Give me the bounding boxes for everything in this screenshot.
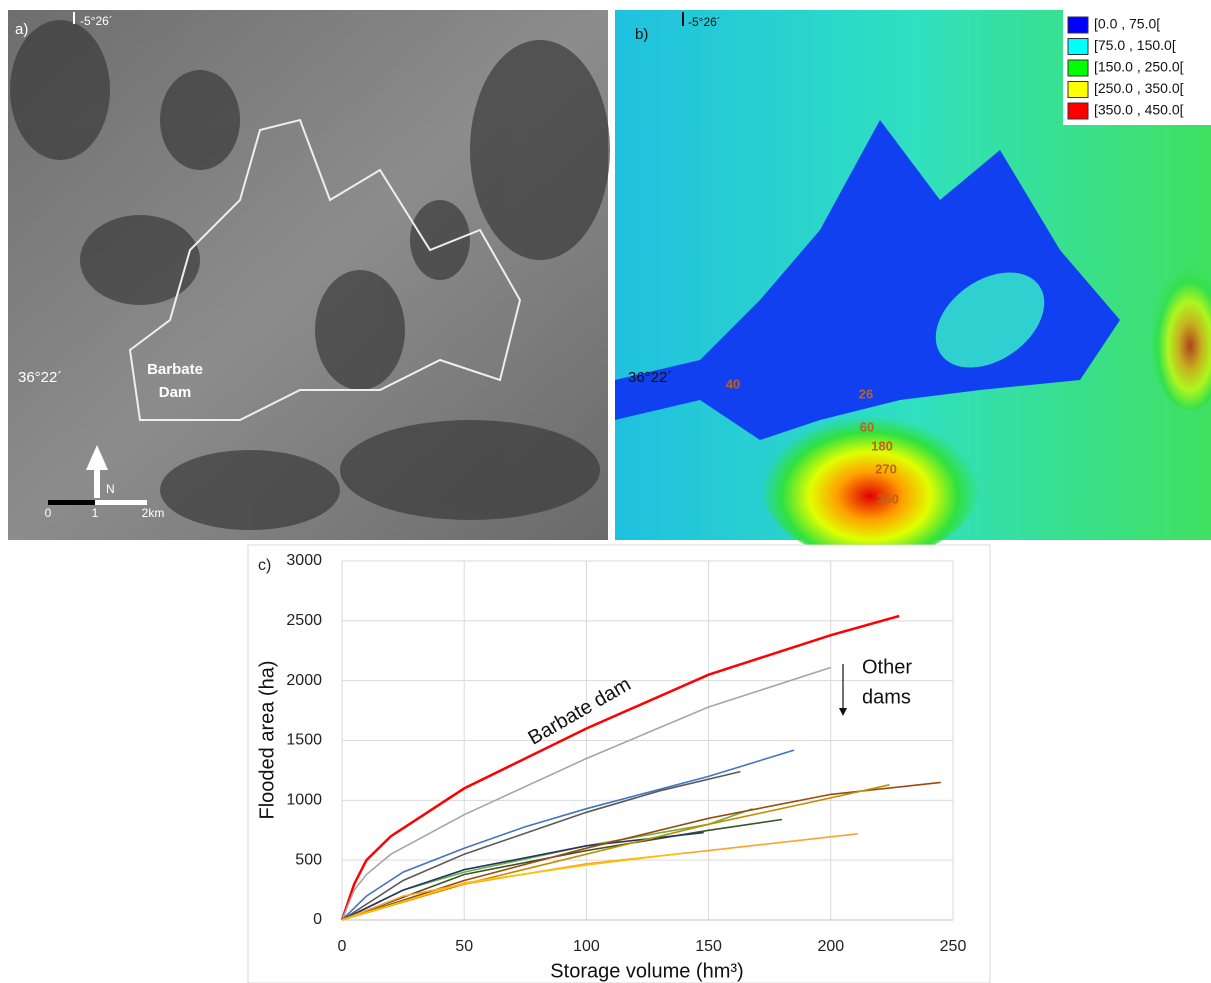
- legend-label: [75.0 , 150.0[: [1094, 37, 1176, 53]
- y-tick-label: 0: [313, 911, 322, 928]
- contour-label: 350: [877, 491, 899, 506]
- contour-label: 60: [860, 419, 874, 434]
- legend-swatch: [1068, 103, 1088, 119]
- north-label: N: [106, 482, 115, 496]
- scale-label: 2km: [142, 506, 165, 520]
- scale-bar: [95, 500, 147, 505]
- x-tick-label: 0: [338, 938, 347, 955]
- contour-label: 180: [871, 438, 893, 453]
- x-tick-label: 50: [455, 938, 473, 955]
- legend-label: [150.0 , 250.0[: [1094, 59, 1184, 75]
- x-tick-label: 250: [940, 938, 967, 955]
- map-a: a) -5°26´ 36°22´ Barbate Dam N 0 1 2km: [8, 10, 610, 540]
- figure: a) -5°26´ 36°22´ Barbate Dam N 0 1 2km b…: [0, 0, 1211, 983]
- annotation: Other: [862, 656, 912, 678]
- contour-label: 40: [726, 376, 740, 391]
- x-axis-title: Storage volume (hm³): [550, 960, 743, 982]
- y-tick-label: 500: [295, 851, 322, 868]
- y-tick-label: 2000: [286, 672, 322, 689]
- dam-label: Dam: [159, 384, 192, 401]
- scale-bar: [48, 500, 95, 505]
- map-b: b) -5°26´ 36°22´ [0.0 , 75.0[ [75.0 , 150…: [615, 10, 1211, 560]
- x-tick-label: 200: [817, 938, 844, 955]
- scale-label: 0: [45, 506, 52, 520]
- chart-frame: [248, 545, 990, 983]
- legend-label: [350.0 , 450.0[: [1094, 102, 1184, 118]
- y-tick-label: 1500: [286, 732, 322, 749]
- scale-label: 1: [92, 506, 99, 520]
- legend-swatch: [1068, 82, 1088, 98]
- y-axis-title: Flooded area (ha): [256, 661, 278, 820]
- x-tick-label: 150: [695, 938, 722, 955]
- latitude-label: 36°22´: [18, 369, 62, 386]
- contour-label: 270: [875, 461, 897, 476]
- annotation: dams: [862, 686, 911, 708]
- legend-label: [250.0 , 350.0[: [1094, 80, 1184, 96]
- contour-label: 26: [859, 386, 873, 401]
- latitude-label: 36°22´: [628, 369, 672, 386]
- x-tick-label: 100: [573, 938, 600, 955]
- legend-swatch: [1068, 39, 1088, 55]
- panel-label: c): [258, 557, 271, 574]
- y-tick-label: 1000: [286, 792, 322, 809]
- y-tick-label: 3000: [286, 552, 322, 569]
- legend-swatch: [1068, 60, 1088, 76]
- legend-label: [0.0 , 75.0[: [1094, 16, 1160, 32]
- y-tick-label: 2500: [286, 612, 322, 629]
- dam-label: Barbate: [147, 361, 203, 378]
- longitude-label: -5°26´: [688, 15, 721, 29]
- legend-swatch: [1068, 17, 1088, 33]
- longitude-label: -5°26´: [80, 14, 113, 28]
- panel-label: b): [635, 26, 648, 43]
- panel-label: a): [15, 21, 28, 38]
- page: { "map_a": { "label": "a)", "longitude":…: [0, 0, 1211, 983]
